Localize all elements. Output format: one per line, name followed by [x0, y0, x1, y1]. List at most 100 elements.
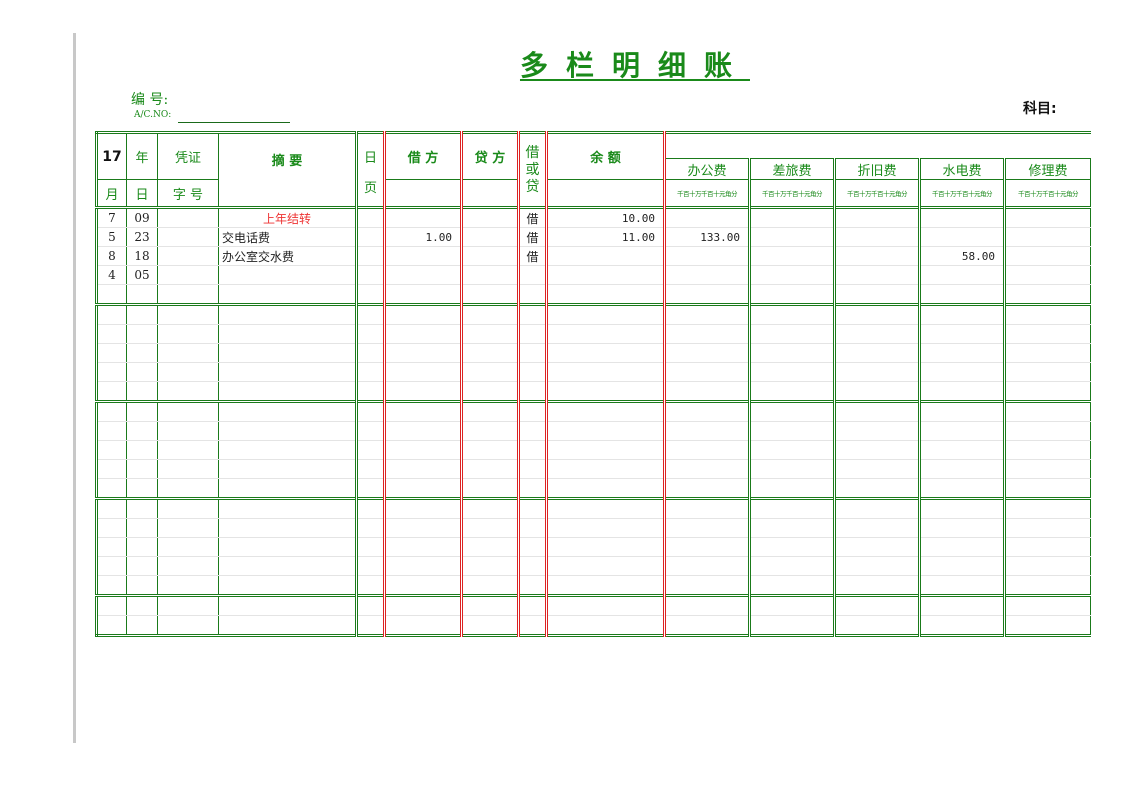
detail-cell[interactable] [918, 324, 1005, 344]
debit-cell[interactable]: 1.00 [383, 227, 462, 247]
balance-cell[interactable] [545, 478, 665, 499]
detail-cell[interactable] [663, 421, 750, 441]
balance-cell[interactable] [545, 284, 665, 305]
voucher-cell[interactable] [157, 478, 219, 499]
debit-cell[interactable] [383, 265, 462, 285]
page-cell[interactable] [355, 265, 385, 285]
summary-cell[interactable] [218, 615, 357, 636]
detail-cell[interactable] [918, 400, 1005, 422]
summary-cell[interactable]: 交电话费 [218, 227, 357, 247]
debit-cell[interactable] [383, 594, 462, 616]
detail-cell[interactable] [833, 206, 920, 228]
detail-cell[interactable] [663, 284, 750, 305]
detail-cell[interactable] [748, 594, 835, 616]
detail-cell[interactable] [748, 497, 835, 519]
detail-cell[interactable] [748, 381, 835, 402]
detail-cell[interactable] [1003, 497, 1091, 519]
balance-cell[interactable]: 10.00 [545, 206, 665, 228]
detail-cell[interactable] [748, 400, 835, 422]
voucher-cell[interactable] [157, 284, 219, 305]
debit-cell[interactable] [383, 206, 462, 228]
balance-cell[interactable] [545, 246, 665, 266]
day-cell[interactable]: 23 [126, 227, 158, 247]
debit-cell[interactable] [383, 362, 462, 382]
debit-cell[interactable] [383, 303, 462, 325]
detail-cell[interactable] [833, 303, 920, 325]
detail-cell[interactable] [663, 246, 750, 266]
month-cell[interactable] [96, 284, 127, 305]
detail-cell[interactable] [918, 343, 1005, 363]
detail-cell[interactable] [918, 497, 1005, 519]
summary-cell[interactable] [218, 594, 357, 616]
detail-cell[interactable] [833, 575, 920, 596]
credit-cell[interactable] [460, 284, 519, 305]
page-cell[interactable] [355, 421, 385, 441]
detail-cell[interactable] [833, 227, 920, 247]
detail-cell[interactable]: 58.00 [918, 246, 1005, 266]
day-cell[interactable] [126, 440, 158, 460]
detail-cell[interactable] [748, 459, 835, 479]
summary-cell[interactable] [218, 421, 357, 441]
debit-cell[interactable] [383, 246, 462, 266]
detail-cell[interactable] [663, 615, 750, 636]
detail-cell[interactable] [833, 459, 920, 479]
summary-cell[interactable] [218, 537, 357, 557]
detail-cell[interactable] [1003, 206, 1091, 228]
debit-cell[interactable] [383, 284, 462, 305]
detail-cell[interactable] [833, 343, 920, 363]
summary-cell[interactable] [218, 459, 357, 479]
voucher-cell[interactable] [157, 537, 219, 557]
credit-cell[interactable] [460, 362, 519, 382]
detail-cell[interactable] [748, 478, 835, 499]
page-cell[interactable] [355, 227, 385, 247]
balance-cell[interactable] [545, 615, 665, 636]
detail-cell[interactable] [1003, 615, 1091, 636]
balance-cell[interactable]: 11.00 [545, 227, 665, 247]
day-cell[interactable] [126, 284, 158, 305]
detail-cell[interactable] [1003, 400, 1091, 422]
debit-cell[interactable] [383, 400, 462, 422]
summary-cell[interactable] [218, 440, 357, 460]
detail-cell[interactable] [918, 478, 1005, 499]
month-cell[interactable] [96, 381, 127, 402]
day-cell[interactable] [126, 459, 158, 479]
detail-cell[interactable] [663, 575, 750, 596]
detail-cell[interactable] [833, 381, 920, 402]
dr-cr-cell[interactable] [517, 421, 547, 441]
summary-cell[interactable] [218, 575, 357, 596]
debit-cell[interactable] [383, 459, 462, 479]
voucher-cell[interactable] [157, 518, 219, 538]
detail-cell[interactable] [748, 615, 835, 636]
page-cell[interactable] [355, 537, 385, 557]
detail-cell[interactable] [918, 381, 1005, 402]
balance-cell[interactable] [545, 556, 665, 576]
detail-cell[interactable] [833, 556, 920, 576]
month-cell[interactable] [96, 478, 127, 499]
detail-cell[interactable] [833, 615, 920, 636]
summary-cell[interactable] [218, 324, 357, 344]
dr-cr-cell[interactable] [517, 343, 547, 363]
balance-cell[interactable] [545, 324, 665, 344]
summary-cell[interactable] [218, 497, 357, 519]
page-cell[interactable] [355, 284, 385, 305]
month-cell[interactable]: 5 [96, 227, 127, 247]
detail-cell[interactable] [918, 206, 1005, 228]
credit-cell[interactable] [460, 303, 519, 325]
balance-cell[interactable] [545, 421, 665, 441]
page-cell[interactable] [355, 362, 385, 382]
month-cell[interactable]: 7 [96, 206, 127, 228]
page-cell[interactable] [355, 381, 385, 402]
account-number-field[interactable] [178, 122, 290, 123]
summary-cell[interactable] [218, 362, 357, 382]
summary-cell[interactable]: 办公室交水费 [218, 246, 357, 266]
day-cell[interactable] [126, 497, 158, 519]
detail-cell[interactable] [663, 324, 750, 344]
summary-cell[interactable] [218, 400, 357, 422]
summary-cell[interactable]: 上年结转 [218, 206, 357, 228]
debit-cell[interactable] [383, 343, 462, 363]
detail-cell[interactable] [918, 265, 1005, 285]
credit-cell[interactable] [460, 478, 519, 499]
summary-cell[interactable] [218, 381, 357, 402]
detail-cell[interactable] [1003, 575, 1091, 596]
detail-cell[interactable] [748, 440, 835, 460]
